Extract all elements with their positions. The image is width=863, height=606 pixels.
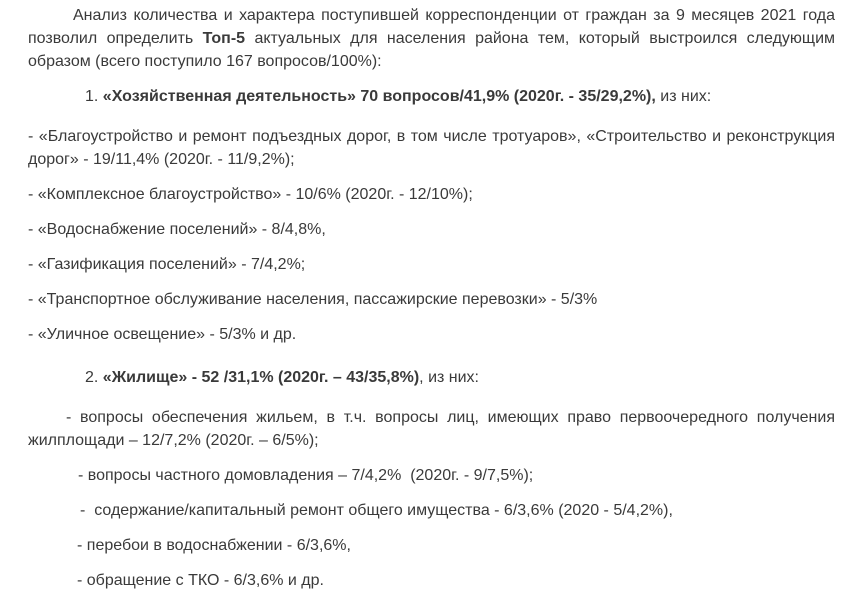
intro-text-post: актуальных для населения района тем, кот… — [28, 30, 836, 70]
section2-heading: 2. «Жилище» - 52 /31,1% (2020г. – 43/35,… — [28, 366, 835, 389]
section2-title-bold: «Жилище» - 52 /31,1% (2020г. – 43/35,8%) — [102, 369, 420, 386]
subitem-capital-repair: - содержание/капитальный ремонт общего и… — [80, 502, 673, 519]
section1-heading-rest: из них: — [655, 88, 712, 105]
intro-paragraph: Анализ количества и характера поступивше… — [28, 4, 835, 73]
intro-bold-top5: Топ-5 — [202, 30, 246, 47]
intro-text-pre: Анализ количества и характера поступивше… — [28, 7, 835, 47]
topic-item-water-supply: - «Водоснабжение поселений» - 8/4,8%, — [28, 221, 326, 238]
subitem-tko-waste: - обращение с ТКО - 6/3,6% и др. — [77, 572, 324, 589]
document-body: Анализ количества и характера поступивше… — [28, 4, 835, 589]
topic-item-roads: - «Благоустройство и ремонт подъездных д… — [28, 128, 835, 168]
section1-title-bold: «Хозяйственная деятельность» 70 вопросов… — [102, 88, 656, 105]
section2-heading-rest: , из них: — [419, 369, 479, 386]
topic-item-street-lighting: - «Уличное освещение» - 5/3% и др. — [28, 326, 297, 343]
topic-item-transport: - «Транспортное обслуживание населения, … — [28, 291, 598, 308]
section1-heading: 1. «Хозяйственная деятельность» 70 вопро… — [28, 85, 835, 108]
subitem-private-households: - вопросы частного домовладения – 7/4,2%… — [78, 467, 534, 484]
section2-number: 2. — [85, 369, 103, 386]
subitem-water-interruptions: - перебои в водоснабжении - 6/3,6%, — [77, 537, 351, 554]
subitem-housing-provision: - вопросы обеспечения жильем, в т.ч. воп… — [28, 409, 835, 449]
topic-item-improvement: - «Комплексное благоустройство» - 10/6% … — [28, 186, 473, 203]
topic-item-gasification: - «Газификация поселений» - 7/4,2%; — [28, 256, 306, 273]
section1-number: 1. — [85, 88, 103, 105]
